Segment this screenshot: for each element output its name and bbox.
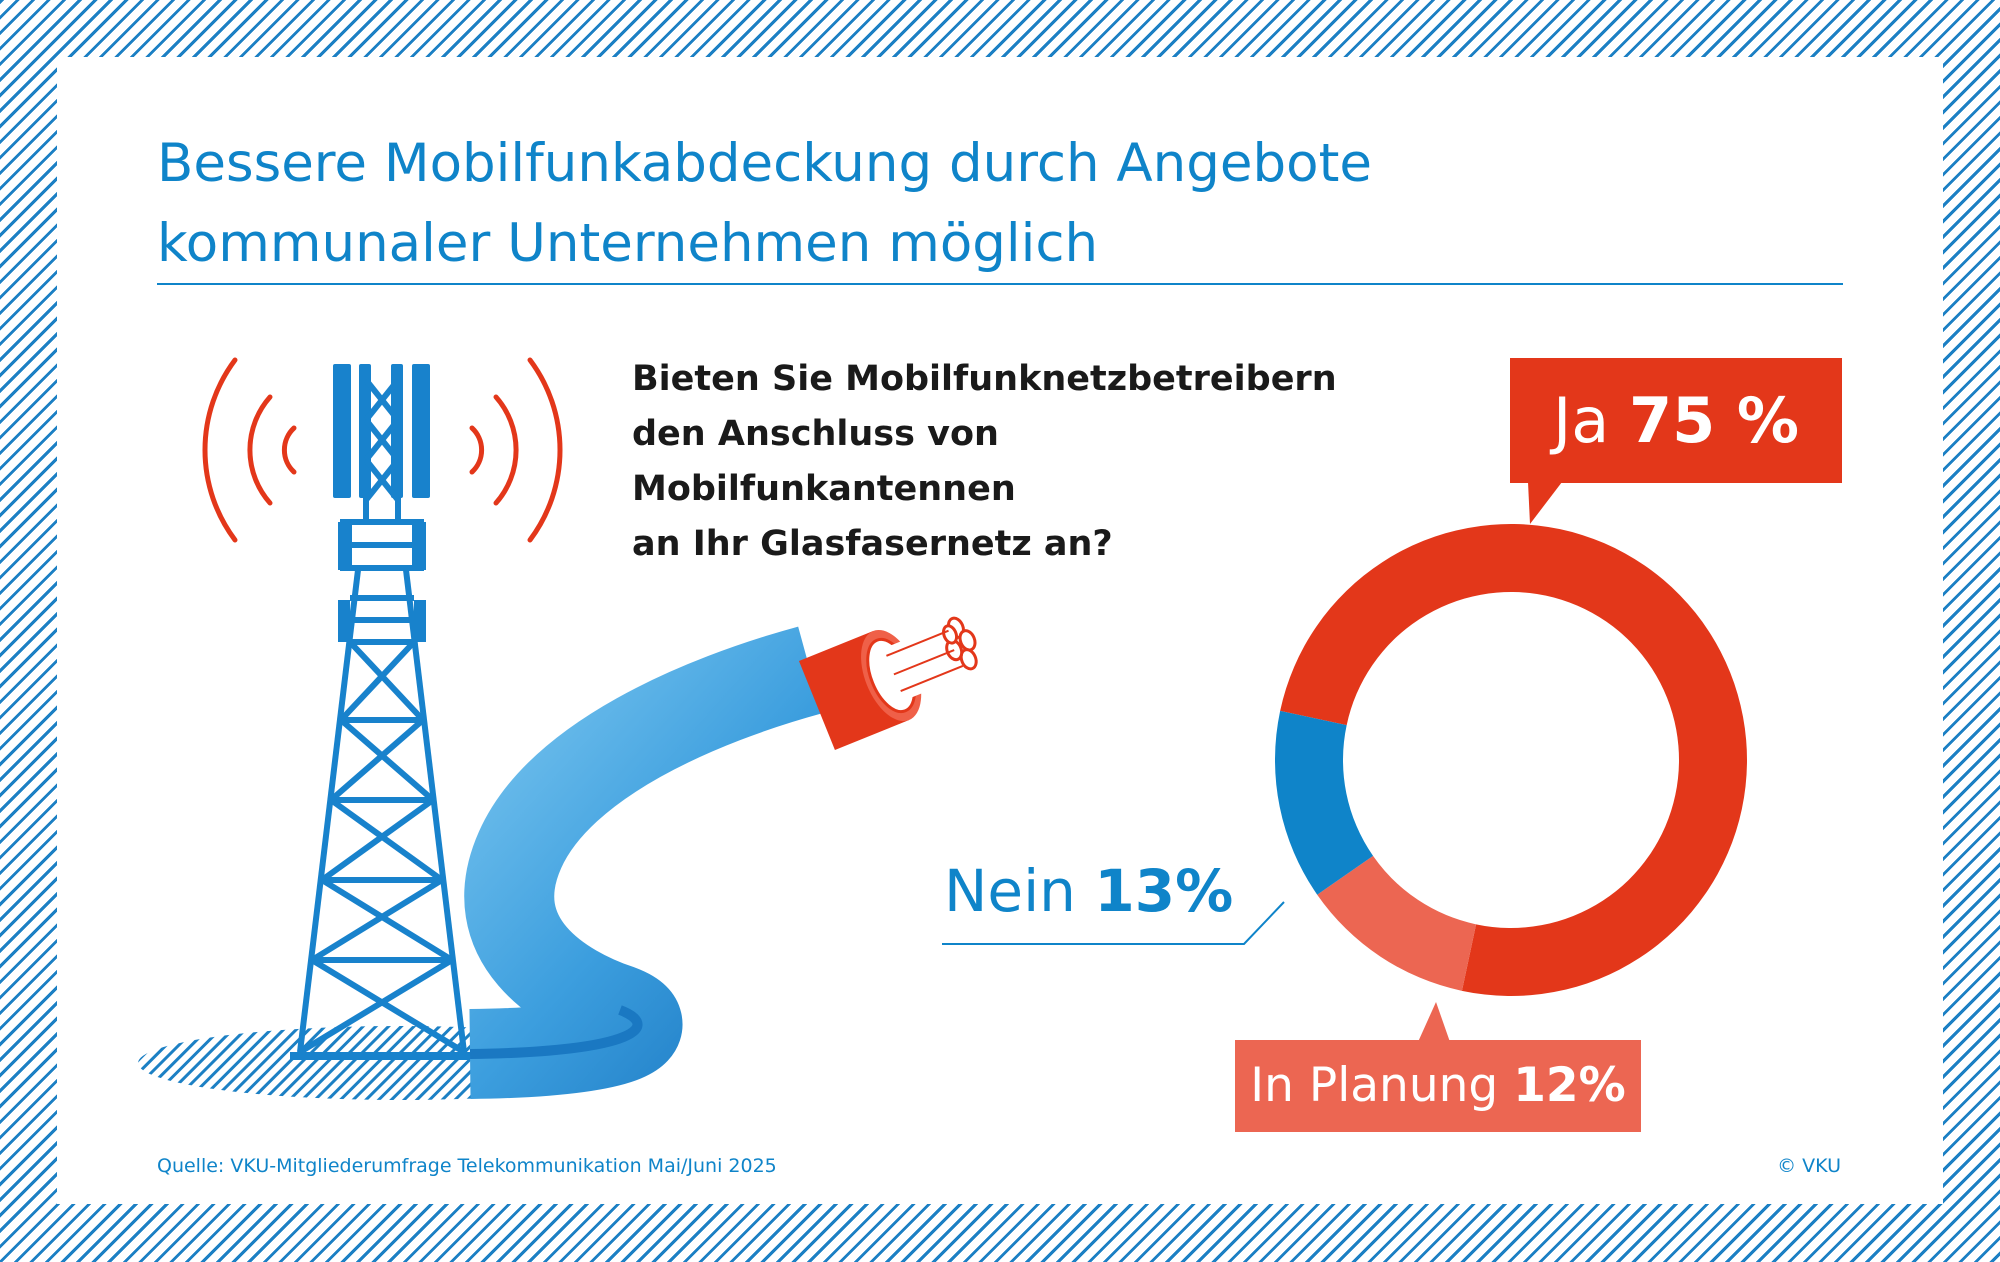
donut-slice-nein: [1275, 710, 1374, 895]
fiber-cable-icon: [464, 616, 978, 1099]
question-line-3: an Ihr Glasfasernetz an?: [632, 524, 1113, 564]
page-title: Bessere Mobilfunkabdeckung durch Angebot…: [157, 124, 1757, 284]
planung-callout-pointer: [1418, 1002, 1450, 1042]
ja-callout-pointer: [1528, 482, 1562, 524]
question-line-1: Bieten Sie Mobilfunknetzbetreibern: [632, 359, 1337, 399]
title-line-2: kommunaler Unternehmen möglich: [157, 213, 1099, 274]
donut-slice-planung: [1317, 855, 1477, 991]
survey-question: Bieten Sie Mobilfunknetzbetreibern den A…: [632, 352, 1392, 572]
signal-waves-icon: [202, 357, 563, 543]
planung-value: 12%: [1513, 1058, 1626, 1113]
nein-label: Nein: [944, 857, 1076, 925]
ja-callout: Ja 75 %: [1510, 358, 1842, 483]
donut-chart: [1275, 524, 1748, 996]
nein-value: 13%: [1094, 857, 1234, 925]
nein-callout: Nein 13%: [944, 853, 1233, 929]
ja-label: Ja: [1553, 384, 1610, 457]
planung-label: In Planung: [1250, 1058, 1499, 1113]
title-line-1: Bessere Mobilfunkabdeckung durch Angebot…: [157, 133, 1372, 194]
question-line-2: den Anschluss von Mobilfunkantennen: [632, 414, 1016, 509]
nein-callout-leader: [942, 901, 1285, 945]
copyright-note: © VKU: [1777, 1155, 1841, 1177]
cell-tower-icon: [290, 364, 470, 1060]
planung-callout: In Planung 12%: [1235, 1040, 1641, 1132]
source-note: Quelle: VKU-Mitgliederumfrage Telekommun…: [157, 1155, 777, 1177]
title-divider: [157, 283, 1843, 285]
ja-value: 75 %: [1629, 384, 1799, 457]
